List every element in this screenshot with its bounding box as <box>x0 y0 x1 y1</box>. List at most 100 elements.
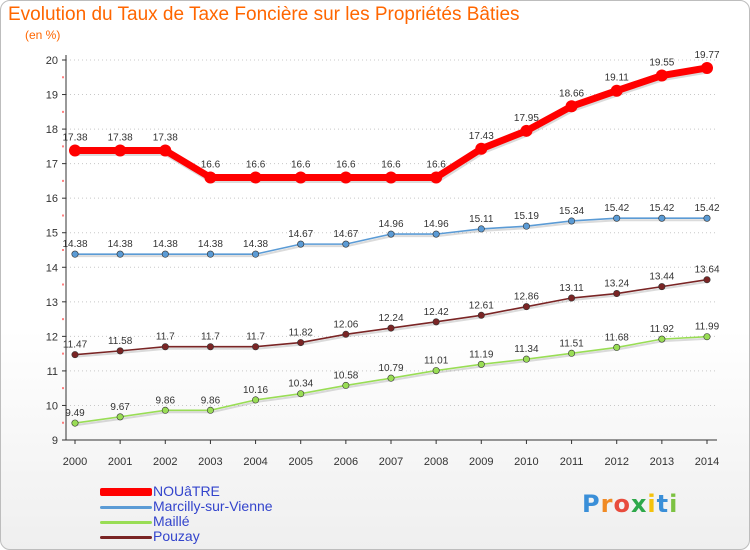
data-point <box>206 250 214 258</box>
data-point <box>342 240 350 248</box>
data-point <box>658 335 666 343</box>
data-label: 11.99 <box>695 322 720 333</box>
data-point <box>703 333 711 341</box>
data-point <box>655 69 668 82</box>
legend-item-pouzay: Pouzay <box>100 529 360 544</box>
data-label: 15.42 <box>694 203 719 214</box>
data-point <box>432 230 440 238</box>
data-label: 18.66 <box>559 88 584 99</box>
legend-label: Maillé <box>153 513 190 529</box>
data-label: 10.58 <box>333 370 358 381</box>
data-label: 16.6 <box>201 159 221 170</box>
data-label: 14.67 <box>333 229 358 240</box>
data-label: 17.43 <box>469 131 494 142</box>
data-label: 11.51 <box>559 338 584 349</box>
data-label: 14.38 <box>108 239 133 250</box>
data-label: 11.82 <box>289 328 314 339</box>
data-label: 19.55 <box>649 58 674 69</box>
y-tick-label: 14 <box>46 262 58 274</box>
data-point <box>477 311 485 319</box>
data-label: 16.6 <box>426 159 446 170</box>
data-label: 12.86 <box>514 292 539 303</box>
data-point <box>342 330 350 338</box>
data-point <box>387 374 395 382</box>
logo-letter: r <box>600 490 614 518</box>
data-label: 15.19 <box>514 211 539 222</box>
data-label: 10.79 <box>378 363 403 374</box>
y-tick-label: 13 <box>46 297 58 309</box>
data-point <box>701 61 713 74</box>
data-point <box>387 324 395 332</box>
legend-swatch <box>100 488 152 496</box>
legend-swatch <box>100 506 152 509</box>
data-point <box>568 349 576 357</box>
y-tick-label: 11 <box>47 366 58 378</box>
y-tick-label: 16 <box>46 193 58 205</box>
data-label: 14.38 <box>153 239 178 250</box>
data-label: 11.58 <box>108 336 133 347</box>
data-point <box>342 381 350 389</box>
logo-letter: P <box>582 490 601 518</box>
data-point <box>613 343 621 351</box>
data-label: 15.42 <box>604 203 629 214</box>
data-point <box>658 283 666 291</box>
data-point <box>613 290 621 298</box>
data-label: 14.96 <box>378 219 403 230</box>
y-tick-label: 9 <box>52 435 58 447</box>
data-label: 13.11 <box>559 283 584 294</box>
chart-title: Evolution du Taux de Taxe Foncière sur l… <box>8 4 520 25</box>
data-point <box>161 250 169 258</box>
data-point <box>565 100 578 113</box>
data-label: 16.6 <box>336 159 356 170</box>
data-point <box>613 214 621 222</box>
data-label: 17.38 <box>108 133 133 144</box>
series <box>69 61 713 427</box>
data-point <box>658 214 666 222</box>
data-label: 11.19 <box>469 349 494 360</box>
data-point <box>297 390 305 398</box>
data-point <box>161 406 169 414</box>
x-tick-label: 2013 <box>650 456 674 468</box>
data-point <box>703 276 711 284</box>
data-point <box>297 240 305 248</box>
x-tick-label: 2001 <box>108 456 132 468</box>
x-tick-label: 2009 <box>469 456 493 468</box>
data-point <box>297 339 305 347</box>
data-label: 10.34 <box>288 379 313 390</box>
data-label: 13.64 <box>694 265 719 276</box>
data-point <box>252 343 260 351</box>
data-label: 12.06 <box>333 319 358 330</box>
legend: NOUâTRE Marcilly-sur-Vienne Maillé Pouza… <box>100 484 360 544</box>
logo-letter: x <box>630 490 648 518</box>
data-label: 9.49 <box>65 408 85 419</box>
data-label: 12.61 <box>469 300 494 311</box>
data-point <box>249 171 262 184</box>
y-tick-label: 18 <box>46 124 58 136</box>
data-labels: 17.38 17.38 17.38 16.6 16.6 16.6 16.6 16.6 16.6 1… <box>62 50 719 419</box>
y-tick-label: 10 <box>46 400 58 412</box>
data-point <box>206 343 214 351</box>
data-label: 14.38 <box>198 239 223 250</box>
data-point <box>477 360 485 368</box>
data-label: 17.38 <box>62 133 87 144</box>
y-tick-label: 20 <box>46 55 58 67</box>
data-point <box>520 124 533 137</box>
data-point <box>475 142 488 155</box>
x-tick-label: 2007 <box>379 456 403 468</box>
data-label: 11.7 <box>246 332 265 343</box>
data-label: 9.86 <box>201 395 221 406</box>
data-point <box>522 355 530 363</box>
data-label: 14.96 <box>424 219 449 230</box>
data-label: 9.86 <box>156 395 176 406</box>
data-label: 19.77 <box>694 50 719 61</box>
proxiti-logo: Proxiti <box>582 490 678 518</box>
legend-label: Pouzay <box>153 528 200 544</box>
x-tick-label: 2004 <box>243 456 267 468</box>
data-label: 11.01 <box>424 356 449 367</box>
data-label: 16.6 <box>246 159 266 170</box>
x-tick-label: 2006 <box>334 456 358 468</box>
data-label: 17.38 <box>153 133 178 144</box>
legend-swatch <box>100 521 152 524</box>
data-point <box>114 144 127 157</box>
